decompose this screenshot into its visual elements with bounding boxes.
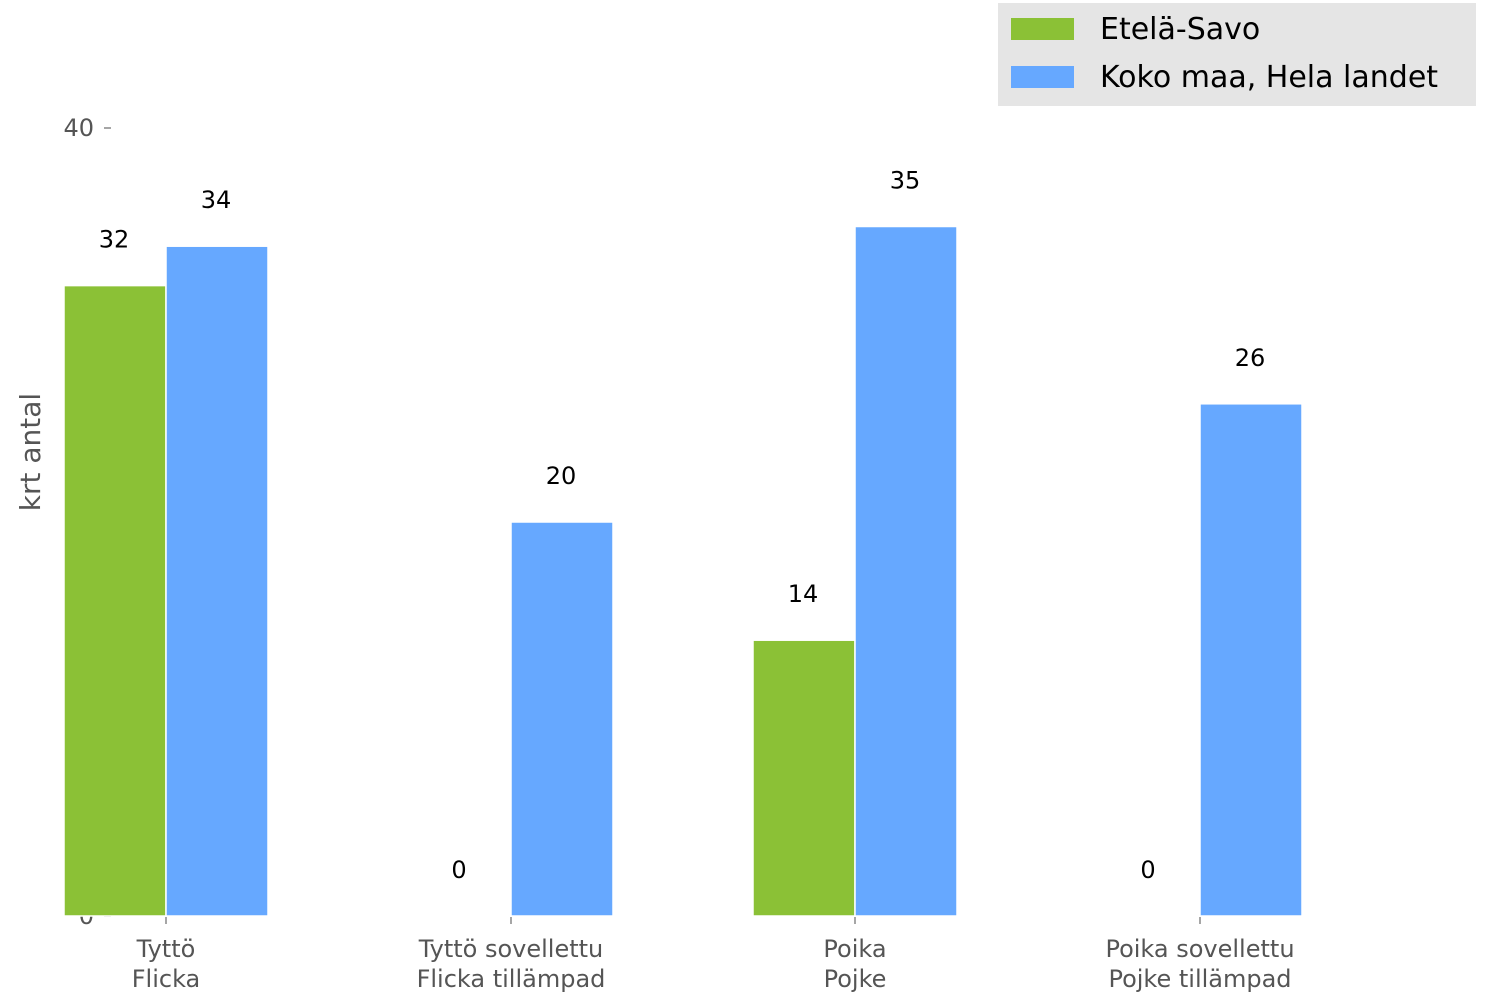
data-label: 26	[1235, 344, 1266, 372]
bar	[854, 225, 958, 917]
bars	[63, 225, 1303, 917]
data-label: 14	[788, 580, 819, 608]
x-tick-label: Tyttö	[136, 935, 196, 963]
x-tick-label: Pojke	[824, 965, 887, 993]
data-label: 0	[451, 856, 466, 884]
x-tick-label: Tyttö sovellettu	[418, 935, 604, 963]
y-tick-label: 40	[63, 114, 94, 142]
bar	[165, 245, 269, 917]
legend-box	[998, 3, 1476, 106]
data-label: 20	[546, 462, 577, 490]
x-tick-label: Flicka	[132, 965, 201, 993]
bar	[1199, 403, 1303, 917]
bar	[63, 284, 167, 917]
data-label: 32	[99, 226, 130, 254]
legend: Etelä-Savo Koko maa, Hela landet	[998, 3, 1476, 106]
legend-swatch	[1011, 66, 1074, 88]
bar	[510, 521, 614, 917]
bar	[752, 639, 856, 917]
data-labels: 32 0 14 0 34 20 35 26	[99, 167, 1266, 885]
x-tick-label: Poika	[823, 935, 886, 963]
data-label: 35	[890, 167, 921, 195]
x-tick-label: Poika sovellettu	[1105, 935, 1294, 963]
y-axis-label: krt antal	[14, 393, 47, 511]
legend-swatch	[1011, 18, 1074, 40]
x-tick-label: Flicka tillämpad	[417, 965, 606, 993]
data-label: 34	[201, 186, 232, 214]
data-label: 0	[1140, 856, 1155, 884]
x-tick-label: Pojke tillämpad	[1108, 965, 1291, 993]
legend-entry: Koko maa, Hela landet	[1100, 60, 1438, 95]
legend-entry: Etelä-Savo	[1100, 12, 1260, 47]
